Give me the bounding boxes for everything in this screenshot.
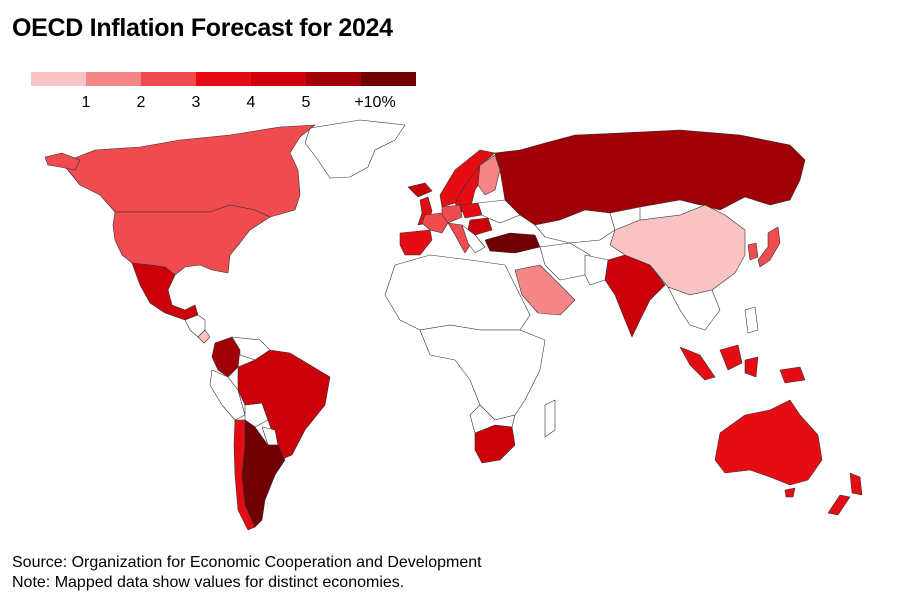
country-germany — [441, 204, 463, 224]
country-mongolia — [639, 199, 706, 221]
country-indonesia-east — [744, 356, 759, 378]
country-new-zealand-south — [827, 494, 851, 516]
country-south-korea — [747, 242, 759, 261]
legend-tick-label: 2 — [136, 94, 146, 111]
country-philippines — [744, 306, 759, 334]
country-peru — [209, 369, 246, 421]
country-new-zealand-north — [849, 472, 863, 496]
country-pakistan — [584, 254, 609, 286]
legend-swatch — [361, 72, 416, 86]
country-costa-rica — [197, 329, 211, 344]
country-argentina — [241, 419, 286, 528]
legend-tick-label: 5 — [301, 94, 311, 111]
country-canada — [61, 124, 316, 218]
legend-color-bar — [31, 72, 421, 86]
country-saudi-arabia — [514, 264, 576, 316]
legend-swatch — [251, 72, 306, 86]
legend-swatch — [86, 72, 141, 86]
country-turkey — [484, 232, 541, 254]
source-note: Source: Organization for Economic Cooper… — [12, 554, 482, 571]
legend-swatch — [306, 72, 361, 86]
country-iceland — [407, 182, 433, 198]
country-united-states — [112, 204, 271, 276]
country-australia — [714, 399, 823, 486]
country-papua — [779, 366, 806, 384]
country-balkans — [461, 224, 486, 254]
legend-tick-label: 1 — [81, 94, 91, 111]
country-spain — [399, 229, 433, 256]
country-greenland — [304, 119, 406, 179]
country-madagascar — [544, 399, 556, 438]
world-map — [44, 119, 863, 531]
legend-tick-label: 4 — [246, 94, 256, 111]
legend-tick-labels: 1 2 3 4 5 +10% — [31, 94, 421, 114]
country-japan — [757, 226, 781, 268]
footer: Source: Organization for Economic Cooper… — [12, 553, 482, 593]
country-mexico — [131, 262, 199, 321]
country-tasmania — [784, 487, 796, 498]
chart-title: OECD Inflation Forecast for 2024 — [12, 14, 393, 42]
color-legend: 1 2 3 4 5 +10% — [31, 72, 421, 112]
legend-tick-label: +10% — [354, 94, 396, 111]
country-indonesia-borneo — [719, 344, 743, 371]
country-indonesia — [679, 346, 716, 381]
country-brazil — [237, 349, 331, 461]
country-central-africa — [419, 324, 546, 421]
country-finland — [477, 154, 501, 196]
country-romania — [467, 217, 493, 236]
country-southeast-asia — [667, 286, 721, 331]
legend-swatch — [196, 72, 251, 86]
legend-tick-label: 3 — [191, 94, 201, 111]
legend-swatch — [31, 72, 86, 86]
country-alaska — [44, 152, 81, 171]
country-italy — [447, 222, 471, 254]
country-north-africa — [384, 254, 531, 331]
data-note: Note: Mapped data show values for distin… — [12, 574, 405, 591]
legend-swatch — [141, 72, 196, 86]
country-southern-africa — [469, 404, 516, 434]
